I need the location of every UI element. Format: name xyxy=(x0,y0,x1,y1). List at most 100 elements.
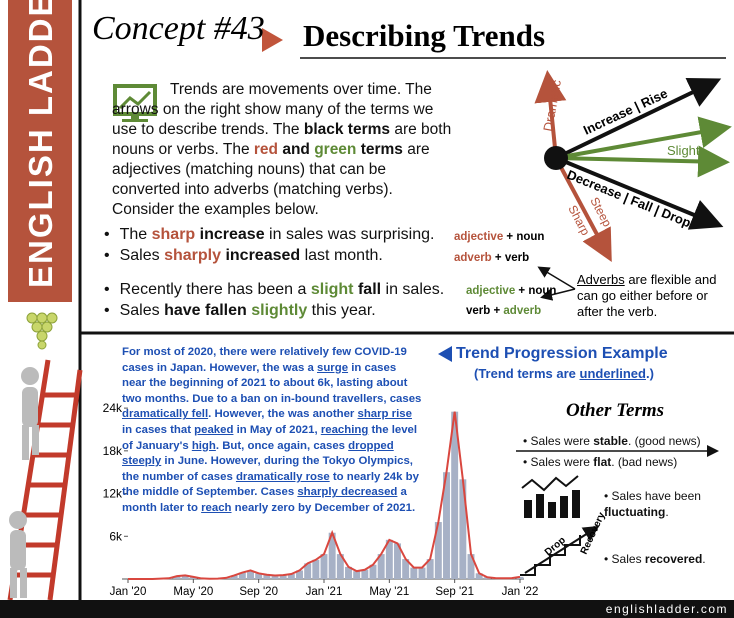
y-tick-label: 18k xyxy=(103,444,123,458)
page: ENGLISH LADDER Dramatic Increase | Rise … xyxy=(0,0,734,618)
text: Sales xyxy=(612,552,645,566)
text: . (bad news) xyxy=(611,455,677,469)
term: • Sales were stable. (good news) xyxy=(523,434,701,448)
text: The xyxy=(120,226,152,243)
x-tick-label: Sep '20 xyxy=(239,586,278,598)
term: • Sales have been fluctuating. xyxy=(604,488,714,520)
text: + noun xyxy=(503,231,544,243)
x-tick-label: Jan '22 xyxy=(502,586,539,598)
tag: adverb + verb xyxy=(454,252,529,264)
text: dramatically rose xyxy=(236,471,330,483)
text: verb + xyxy=(466,305,503,317)
text: (Trend terms are xyxy=(474,366,580,381)
text: . But, once again, cases xyxy=(216,440,348,452)
title: Describing Trends xyxy=(303,18,545,54)
text: black terms xyxy=(304,121,390,138)
text: . However, the was another xyxy=(208,408,357,420)
bar xyxy=(312,560,319,579)
text: sharp rise xyxy=(358,408,412,420)
text: have fallen xyxy=(164,302,247,319)
text: increased xyxy=(221,247,300,264)
diagram-label: Slight xyxy=(667,143,700,158)
text: Recently there has been a xyxy=(120,281,311,298)
x-tick-label: May '20 xyxy=(173,586,213,598)
brand: ENGLISH LADDER xyxy=(22,0,59,288)
text: sharply decreased xyxy=(297,486,397,498)
footer: englishladder.com xyxy=(606,602,728,616)
grapes xyxy=(27,313,57,349)
text: adverb xyxy=(503,305,541,317)
concept: Concept #43 xyxy=(92,10,265,48)
text: underlined xyxy=(580,366,646,381)
text: in sales. xyxy=(381,281,444,298)
subheading: (Trend terms are underlined.) xyxy=(474,366,654,381)
tag: adjective + noun xyxy=(466,285,556,297)
tag: adjective + noun xyxy=(454,231,544,243)
text: in cases that xyxy=(122,424,194,436)
example: Sales have fallen slightly this year. xyxy=(104,302,376,320)
text: Sales were xyxy=(531,455,594,469)
text: this year. xyxy=(307,302,375,319)
text: and xyxy=(278,141,314,158)
text: recovered xyxy=(645,552,702,566)
text: red xyxy=(254,141,278,158)
x-tick-label: Jan '20 xyxy=(110,586,147,598)
text: sharply xyxy=(164,247,221,264)
example: Sales sharply increased last month. xyxy=(104,247,383,265)
text: adjective xyxy=(454,231,503,243)
text: reach xyxy=(201,502,231,514)
chart-text: For most of 2020, there were relatively … xyxy=(122,345,422,517)
text: in May of 2021, xyxy=(233,424,320,436)
text: Sales xyxy=(120,302,164,319)
text: dramatically fell xyxy=(122,408,208,420)
text: adjective xyxy=(466,285,515,297)
text: slightly xyxy=(247,302,307,319)
term: • Sales recovered. xyxy=(604,552,706,566)
text: sharp xyxy=(152,226,196,243)
text: Sales were xyxy=(531,434,594,448)
text: . xyxy=(665,505,668,519)
bar xyxy=(419,568,426,579)
y-tick-label: 24k xyxy=(103,401,123,415)
text: high xyxy=(192,440,216,452)
heading-arrow xyxy=(438,346,452,362)
text: + verb xyxy=(492,252,529,264)
example: Recently there has been a slight fall in… xyxy=(104,281,444,299)
text: . (good news) xyxy=(628,434,701,448)
term: • Sales were flat. (bad news) xyxy=(523,455,677,469)
text: slight xyxy=(311,281,354,298)
text: flat xyxy=(593,455,611,469)
text: adverb xyxy=(454,252,492,264)
heading: Trend Progression Example xyxy=(456,345,668,363)
text: . xyxy=(702,552,705,566)
intro: Trends are movements over time. The arro… xyxy=(112,80,452,220)
text: terms xyxy=(356,141,403,158)
title-arrow xyxy=(262,28,283,52)
text: .) xyxy=(646,366,654,381)
other-title: Other Terms xyxy=(566,400,664,422)
x-tick-label: Jan '21 xyxy=(306,586,343,598)
y-tick-label: 6k xyxy=(109,529,123,543)
fluctuate-icon xyxy=(522,476,580,518)
example: The sharp increase in sales was surprisi… xyxy=(104,226,434,244)
text: reaching xyxy=(321,424,368,436)
tag: verb + adverb xyxy=(466,305,541,317)
text: stable xyxy=(593,434,628,448)
text: Sales have been xyxy=(612,489,701,503)
text: Sales xyxy=(120,247,164,264)
text: last month. xyxy=(300,247,383,264)
y-tick-label: 12k xyxy=(103,487,123,501)
bar xyxy=(410,568,417,579)
text: nearly zero by December of 2021. xyxy=(232,502,416,514)
bar xyxy=(353,571,360,579)
text: fall xyxy=(354,281,382,298)
x-tick-label: Sep '21 xyxy=(435,586,474,598)
text: peaked xyxy=(194,424,233,436)
text: increase xyxy=(195,226,264,243)
text: in sales was surprising. xyxy=(265,226,435,243)
note: Adverbs are flexible and can go either b… xyxy=(577,272,732,320)
text: surge xyxy=(317,362,348,374)
text: green xyxy=(314,141,356,158)
text: Adverbs xyxy=(577,272,625,287)
bar xyxy=(321,554,328,579)
